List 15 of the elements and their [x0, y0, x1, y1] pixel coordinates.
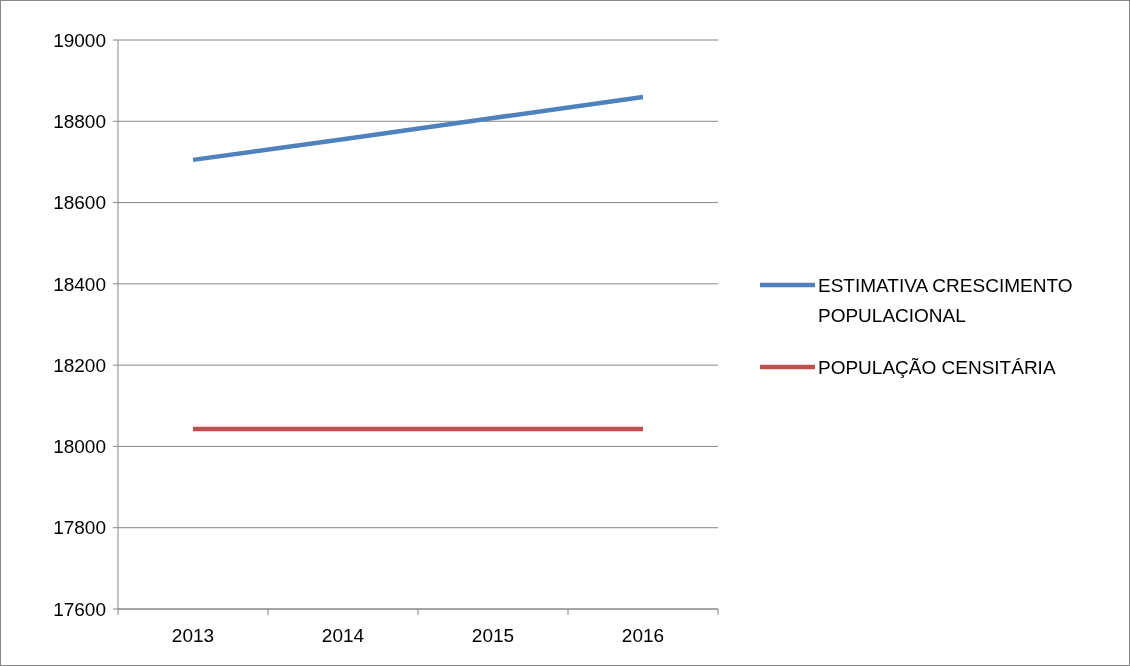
y-tick-label: 18800 [53, 110, 106, 132]
y-tick-label: 17800 [53, 517, 106, 539]
legend-label: ESTIMATIVA CRESCIMENTO POPULACIONAL [818, 274, 1073, 326]
x-tick-label: 2013 [171, 625, 215, 646]
x-tick-label: 2015 [471, 625, 515, 646]
x-tick-label: 2014 [321, 625, 365, 646]
legend-label: POPULAÇÃO CENSITÁRIA [818, 356, 1056, 378]
y-tick-label: 19000 [53, 29, 106, 51]
y-tick-label: 18400 [53, 273, 106, 295]
x-tick-label: 2016 [621, 625, 665, 646]
line-series [190, 94, 646, 163]
y-tick-label: 18200 [53, 354, 106, 376]
y-tick-label: 18600 [53, 192, 106, 214]
y-tick-label: 18000 [53, 436, 106, 458]
y-tick-label: 17600 [53, 598, 106, 620]
